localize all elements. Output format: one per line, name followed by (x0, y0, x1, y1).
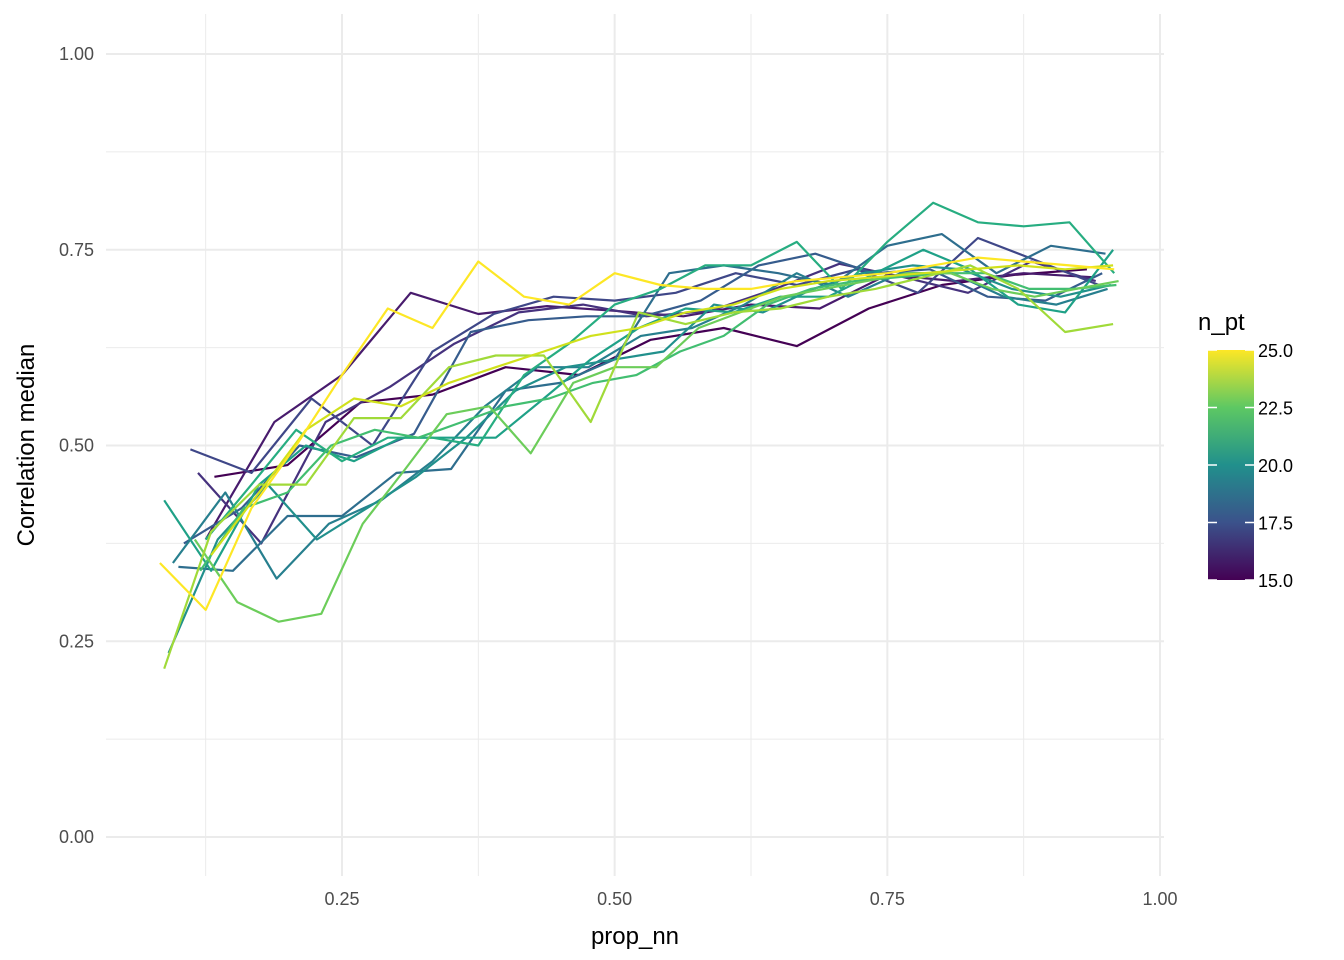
x-tick-label: 0.50 (597, 889, 632, 909)
y-tick-label: 1.00 (59, 44, 94, 64)
major-gridlines (106, 14, 1164, 876)
series-line (199, 272, 1117, 572)
series-line (178, 233, 1106, 572)
y-axis-title: Correlation median (13, 344, 40, 547)
series-lines (159, 201, 1119, 670)
y-tick-label: 0.25 (59, 631, 94, 651)
legend-title: n_pt (1198, 309, 1245, 336)
colorbar-legend: n_pt 15.0 17.5 20.0 22.5 25.0 (1198, 309, 1293, 591)
colorbar-tick-label: 20.0 (1258, 456, 1293, 476)
colorbar-tick-label: 17.5 (1258, 514, 1293, 534)
y-tick-label: 0.50 (59, 436, 94, 456)
y-tick-label: 0.00 (59, 827, 94, 847)
colorbar-tick-label: 25.0 (1258, 341, 1293, 361)
y-tick-label: 0.75 (59, 240, 94, 260)
y-axis-ticks: 0.00 0.25 0.50 0.75 1.00 (59, 44, 94, 847)
x-axis-title: prop_nn (591, 923, 679, 950)
colorbar-tick-label: 22.5 (1258, 399, 1293, 419)
x-tick-label: 1.00 (1142, 889, 1177, 909)
x-axis-ticks: 0.25 0.50 0.75 1.00 (324, 889, 1177, 909)
x-tick-label: 0.75 (870, 889, 905, 909)
series-line (210, 264, 1114, 556)
series-line (163, 264, 1114, 670)
colorbar-tick-label: 15.0 (1258, 571, 1293, 591)
series-line (159, 256, 1115, 612)
colorbar-ticks: 15.0 17.5 20.0 22.5 25.0 (1208, 341, 1293, 591)
series-line (204, 272, 1093, 541)
series-line (193, 272, 1119, 623)
x-tick-label: 0.25 (324, 889, 359, 909)
series-line (204, 201, 1116, 541)
series-line (190, 236, 1100, 474)
series-line (197, 260, 1097, 545)
series-line (167, 264, 1112, 654)
